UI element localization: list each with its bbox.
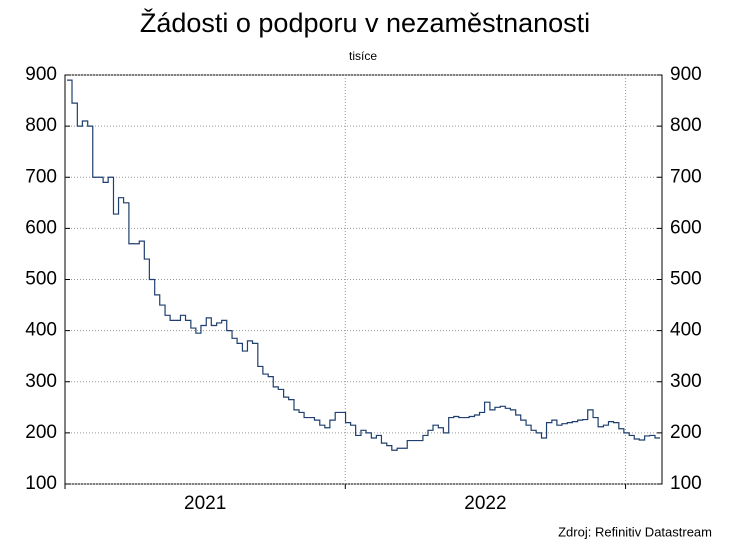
y-tick-label: 800: [25, 115, 57, 136]
y2-tick-label: 200: [670, 422, 702, 443]
y2-tick-label: 300: [670, 371, 702, 392]
y2-tick-label: 400: [670, 320, 702, 341]
y-tick-label: 700: [25, 166, 57, 187]
y2-tick-label: 500: [670, 269, 702, 290]
x-tick-label: 2021: [184, 493, 226, 514]
y-tick-label: 400: [25, 320, 57, 341]
y2-tick-label: 700: [670, 166, 702, 187]
chart-subtitle: tisíce: [349, 49, 377, 63]
y2-tick-label: 900: [670, 64, 702, 85]
chart-title: Žádosti o podporu v nezaměstnanosti: [140, 7, 590, 38]
y2-tick-label: 600: [670, 217, 702, 238]
y2-tick-label: 100: [670, 473, 702, 494]
x-tick-label: 2022: [464, 493, 506, 514]
y-tick-label: 600: [25, 217, 57, 238]
y-tick-label: 300: [25, 371, 57, 392]
y-tick-label: 200: [25, 422, 57, 443]
data-line: [66, 79, 660, 451]
y-tick-label: 900: [25, 64, 57, 85]
y-tick-label: 100: [25, 473, 57, 494]
y2-tick-label: 800: [670, 115, 702, 136]
source-note: Zdroj: Refinitiv Datastream: [558, 524, 712, 539]
y-tick-label: 500: [25, 269, 57, 290]
